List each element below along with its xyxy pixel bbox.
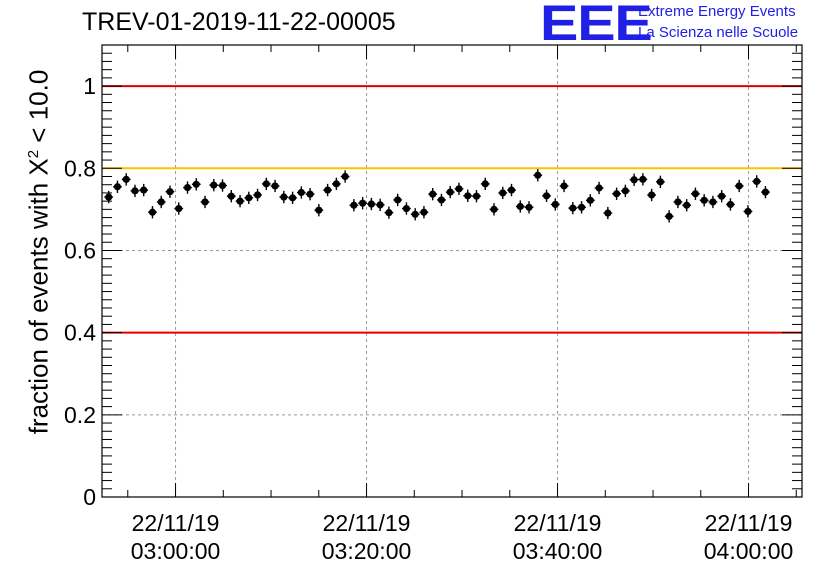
- data-point: [262, 180, 270, 188]
- data-point: [577, 203, 586, 211]
- data-point: [560, 182, 568, 190]
- data-point: [122, 175, 130, 183]
- data-point: [569, 204, 577, 212]
- data-point: [726, 200, 735, 209]
- data-point: [218, 181, 227, 190]
- x-tick-label-date: 22/11/19: [132, 510, 220, 536]
- data-point: [499, 189, 507, 197]
- data-point: [683, 201, 691, 209]
- data-point: [595, 184, 603, 192]
- data-point: [157, 198, 165, 206]
- data-point: [665, 212, 673, 220]
- data-point: [236, 197, 244, 205]
- data-point: [140, 186, 148, 194]
- data-point: [166, 188, 174, 196]
- data-point: [744, 207, 752, 216]
- data-point: [621, 187, 629, 195]
- x-tick-label-date: 22/11/19: [514, 510, 602, 536]
- data-point: [656, 178, 664, 186]
- data-point: [201, 198, 209, 206]
- data-point: [586, 196, 594, 204]
- data-point: [455, 185, 463, 193]
- data-point: [245, 194, 253, 202]
- data-point: [753, 177, 761, 186]
- data-point: [113, 183, 122, 191]
- logo-text-line2: La Scienza nelle Scuole: [638, 24, 799, 41]
- x-tick-label-time: 04:00:00: [704, 538, 794, 564]
- y-tick-label: 0: [83, 484, 96, 510]
- data-point: [315, 206, 323, 214]
- logo-text-line1: Extreme Energy Events: [638, 3, 796, 20]
- data-point: [341, 172, 349, 181]
- data-point: [227, 192, 235, 200]
- data-point: [385, 209, 393, 217]
- data-point: [542, 192, 551, 200]
- data-point: [709, 198, 717, 206]
- data-point: [534, 171, 542, 179]
- data-point: [525, 203, 533, 211]
- data-point: [411, 210, 419, 218]
- y-tick-label: 1: [83, 73, 96, 99]
- data-point: [402, 204, 411, 213]
- data-point: [288, 194, 297, 202]
- y-tick-label: 0.2: [64, 402, 96, 428]
- data-point: [148, 208, 157, 216]
- data-point: [718, 192, 726, 200]
- data-point: [481, 180, 489, 188]
- data-point: [306, 190, 314, 198]
- x-tick-label-time: 03:40:00: [513, 538, 603, 564]
- eee-logo-mark: EEE: [540, 0, 653, 51]
- data-point: [472, 192, 481, 200]
- data-point: [367, 200, 375, 208]
- data-point: [210, 181, 218, 189]
- data-point: [253, 191, 262, 199]
- data-point: [183, 183, 192, 192]
- chart-title: TREV-01-2019-11-22-00005: [82, 8, 396, 36]
- data-point: [735, 182, 743, 190]
- data-point: [437, 196, 446, 204]
- data-point: [761, 188, 770, 196]
- data-point: [490, 205, 498, 213]
- data-point: [131, 187, 139, 195]
- x-tick-label-time: 03:00:00: [131, 538, 221, 564]
- data-point: [464, 192, 472, 200]
- data-point: [105, 193, 113, 201]
- data-point: [297, 188, 305, 197]
- data-point: [630, 176, 638, 184]
- data-point: [446, 188, 454, 196]
- x-tick-label-date: 22/11/19: [705, 510, 793, 536]
- data-point: [516, 202, 524, 211]
- plot-frame: [101, 44, 803, 498]
- y-tick-label: 0.6: [64, 237, 96, 263]
- data-point: [175, 204, 183, 213]
- data-point: [192, 180, 200, 188]
- data-point: [332, 180, 340, 188]
- data-point: [359, 199, 367, 207]
- data-point: [324, 186, 332, 194]
- y-tick-label: 0.4: [64, 320, 96, 346]
- data-point: [420, 208, 428, 216]
- data-point: [376, 201, 384, 209]
- data-point: [280, 193, 288, 201]
- data-point: [639, 175, 647, 183]
- data-point: [350, 201, 358, 209]
- x-tick-label-date: 22/11/19: [323, 510, 411, 536]
- data-point: [429, 190, 437, 198]
- data-point: [648, 191, 656, 199]
- data-point: [691, 190, 700, 198]
- data-point: [700, 196, 708, 204]
- data-point: [551, 200, 559, 209]
- y-tick-label: 0.8: [64, 155, 96, 181]
- data-point: [674, 198, 682, 206]
- x-tick-label-time: 03:20:00: [322, 538, 412, 564]
- data-point: [394, 196, 402, 204]
- data-point: [507, 186, 516, 194]
- data-point: [604, 209, 612, 217]
- data-point: [613, 190, 621, 198]
- data-point: [271, 182, 279, 190]
